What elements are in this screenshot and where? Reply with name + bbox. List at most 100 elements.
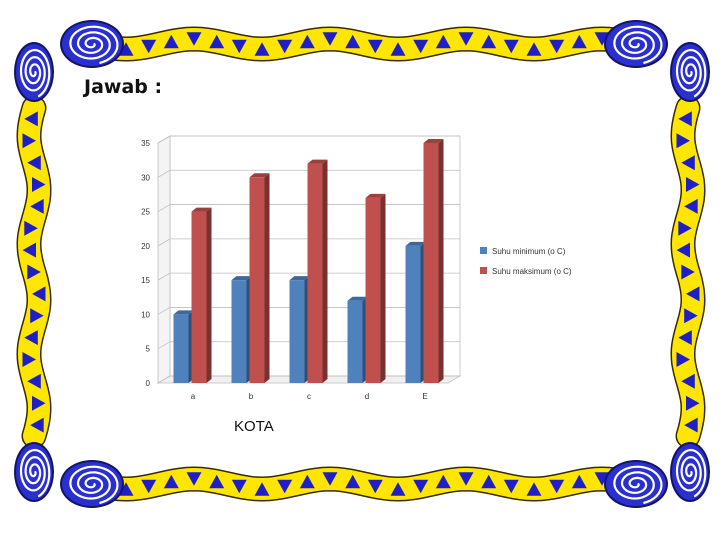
legend-swatch <box>480 247 487 254</box>
spiral-icon <box>604 460 668 508</box>
y-tick-label: 15 <box>141 276 150 285</box>
blue-triangle-icon <box>231 479 247 494</box>
blue-triangle-icon <box>571 474 587 489</box>
blue-triangle-icon <box>27 155 41 171</box>
blue-triangle-icon <box>345 474 361 489</box>
blue-triangle-icon <box>367 39 383 54</box>
blue-triangle-icon <box>209 474 225 489</box>
blue-triangle-icon <box>681 264 695 280</box>
blue-triangle-icon <box>22 133 36 149</box>
y-tick-label: 35 <box>141 139 150 148</box>
blue-triangle-icon <box>30 308 44 324</box>
y-tick-label: 20 <box>141 242 150 251</box>
bar-max-d <box>365 193 386 383</box>
gridline <box>157 272 460 281</box>
x-tick-label: a <box>191 392 196 401</box>
blue-triangle-icon <box>686 286 700 302</box>
y-tick-label: 5 <box>146 345 151 354</box>
blue-triangle-icon <box>299 474 315 489</box>
x-tick-label: d <box>365 392 369 401</box>
blue-triangle-icon <box>549 479 565 494</box>
blue-triangle-icon <box>367 479 383 494</box>
spiral-icon <box>604 20 668 68</box>
blue-triangle-icon <box>209 34 225 49</box>
page-title: Jawab : <box>84 76 163 98</box>
blue-triangle-icon <box>503 39 519 54</box>
blue-triangle-icon <box>678 330 692 346</box>
blue-triangle-icon <box>458 472 474 486</box>
blue-triangle-icon <box>413 39 429 54</box>
blue-triangle-icon <box>254 42 270 56</box>
x-tick-label: b <box>249 392 254 401</box>
blue-triangle-icon <box>27 264 41 280</box>
bar-min-a <box>173 310 194 383</box>
x-axis-label: KOTA <box>234 418 274 435</box>
blue-triangle-icon <box>678 220 692 236</box>
blue-triangle-icon <box>503 479 519 494</box>
blue-triangle-icon <box>676 352 690 367</box>
bottom-ribbon <box>81 467 647 501</box>
blue-triangle-icon <box>299 34 315 49</box>
blue-triangle-icon <box>390 482 406 496</box>
chart-side-wall <box>157 135 171 384</box>
blue-triangle-icon <box>345 34 361 49</box>
chart-legend: Suhu minimum (o C) Suhu maksimum (o C) <box>480 247 572 276</box>
blue-triangle-icon <box>163 34 179 49</box>
blue-triangle-icon <box>686 177 700 192</box>
blue-triangle-icon <box>458 32 474 46</box>
blue-triangle-icon <box>254 482 270 496</box>
blue-triangle-icon <box>549 39 565 54</box>
blue-triangle-icon <box>24 111 38 127</box>
bar-max-E <box>423 139 444 383</box>
blue-triangle-icon <box>186 472 202 486</box>
gridline <box>157 238 460 247</box>
blue-triangle-icon <box>141 479 157 494</box>
spiral-icon <box>670 42 710 102</box>
bar-min-E <box>405 241 426 383</box>
gridline <box>157 204 460 212</box>
blue-triangle-icon <box>22 242 36 258</box>
blue-triangle-icon <box>413 479 429 494</box>
blue-triangle-icon <box>481 34 497 49</box>
blue-triangle-icon <box>676 133 690 149</box>
blue-triangle-icon <box>322 32 338 46</box>
blue-triangle-icon <box>32 286 46 302</box>
bar-min-c <box>289 276 310 383</box>
blue-triangle-icon <box>322 472 338 486</box>
spiral-icon <box>670 442 710 502</box>
bar-min-b <box>231 276 252 383</box>
blue-triangle-icon <box>118 42 134 56</box>
blue-triangle-icon <box>24 220 38 236</box>
blue-triangle-icon <box>22 352 36 367</box>
gridline <box>157 169 460 178</box>
legend-label: Suhu minimum (o C) <box>492 247 566 256</box>
blue-triangle-icon <box>526 482 542 496</box>
chart-tick-labels: 0 5 10 15 20 25 30 35 a b c d E <box>141 139 428 401</box>
blue-triangle-icon <box>594 472 610 486</box>
blue-triangle-pattern <box>22 32 700 496</box>
blue-triangle-icon <box>32 395 46 411</box>
blue-triangle-icon <box>27 373 41 389</box>
y-tick-label: 25 <box>141 208 150 217</box>
blue-triangle-icon <box>141 39 157 54</box>
blue-triangle-icon <box>684 308 698 324</box>
blue-triangle-icon <box>277 39 293 54</box>
corner-spirals <box>14 20 710 508</box>
spiral-icon <box>60 460 124 508</box>
blue-triangle-icon <box>24 330 38 346</box>
blue-triangle-icon <box>681 155 695 171</box>
blue-triangle-icon <box>435 474 451 489</box>
blue-triangle-icon <box>594 32 610 46</box>
bar-max-a <box>191 207 212 383</box>
blue-triangle-icon <box>684 417 698 433</box>
blue-triangle-icon <box>681 373 695 389</box>
blue-triangle-icon <box>231 39 247 54</box>
blue-triangle-icon <box>163 474 179 489</box>
x-tick-label: c <box>307 392 311 401</box>
y-tick-label: 30 <box>141 173 150 182</box>
blue-triangle-icon <box>32 177 46 192</box>
x-tick-label: E <box>422 392 427 401</box>
blue-triangle-icon <box>186 32 202 46</box>
